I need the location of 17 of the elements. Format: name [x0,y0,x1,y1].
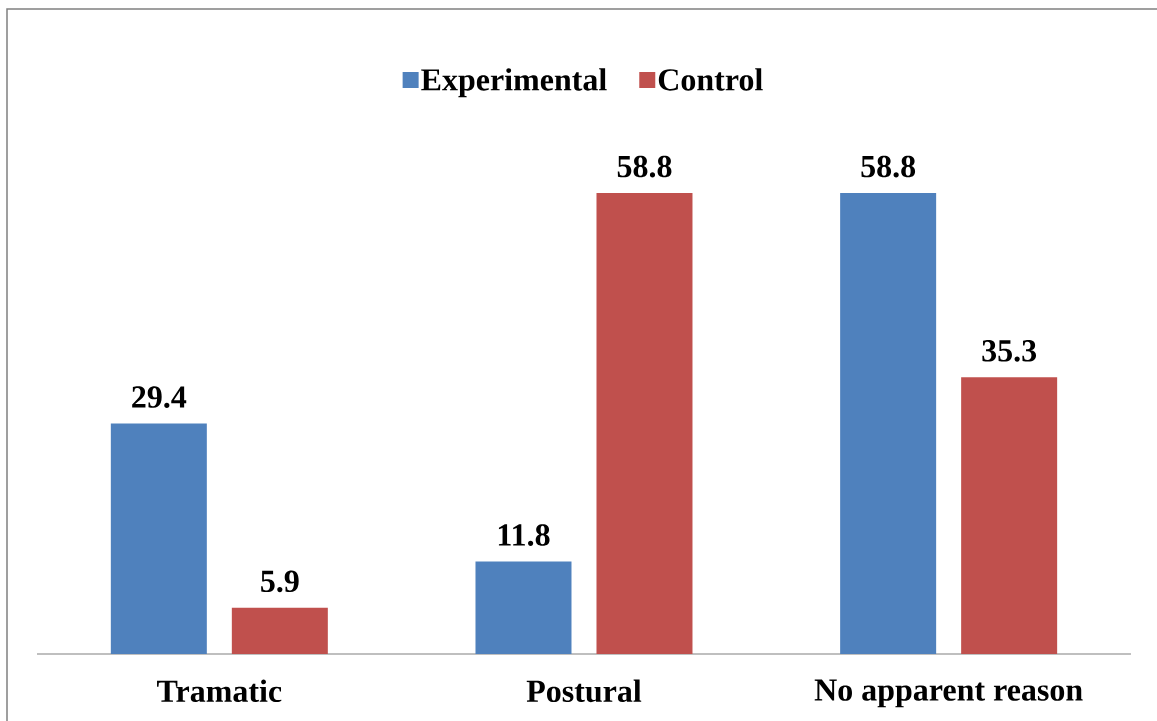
legend-label: Experimental [421,68,607,98]
data-label: 35.3 [982,340,1037,362]
x-tick-label: Postural [526,679,642,703]
bar [231,607,328,654]
bar [475,561,572,654]
bar [110,423,207,654]
x-tick-label: No apparent reason [814,679,1083,708]
bar [840,193,937,654]
data-label: 58.8 [617,155,672,178]
bar [961,377,1058,654]
x-tick-label: Tramatic [157,679,282,703]
data-label: 11.8 [498,524,550,546]
data-label: 5.9 [261,570,299,593]
data-label: 29.4 [132,386,187,408]
legend-label: Control [658,68,763,91]
data-label: 58.8 [861,155,916,178]
bar [596,193,693,654]
